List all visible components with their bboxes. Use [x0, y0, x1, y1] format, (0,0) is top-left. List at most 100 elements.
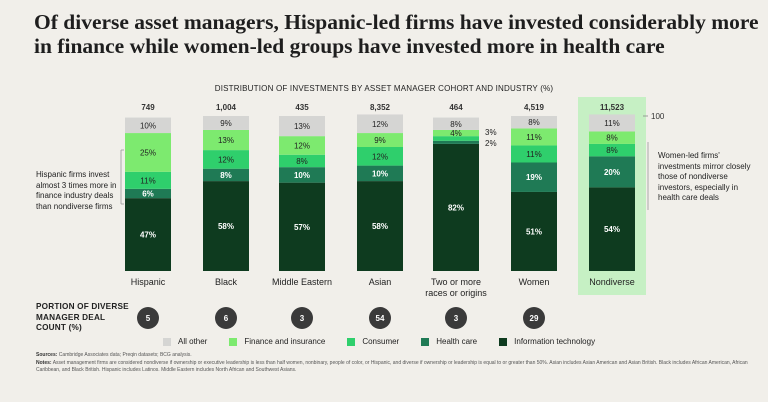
value-label: 8% — [606, 146, 618, 155]
value-label: 58% — [218, 222, 234, 231]
total-label: 1,004 — [216, 103, 237, 112]
portion-circle — [137, 307, 159, 329]
value-label: 9% — [220, 119, 232, 128]
bar-two-or-more-races-or-origins-health-care — [433, 140, 479, 144]
value-label: 11% — [604, 119, 619, 128]
value-label: 19% — [526, 173, 542, 182]
value-label: 13% — [294, 122, 310, 131]
chart-subtitle: DISTRIBUTION OF INVESTMENTS BY ASSET MAN… — [214, 84, 554, 93]
value-label: 12% — [218, 155, 234, 164]
bar-black-information-technology — [203, 181, 249, 271]
category-label: Two or more — [431, 277, 481, 287]
value-label: 8% — [528, 118, 540, 127]
bar-black-consumer — [203, 150, 249, 169]
legend-item-finance: Finance and insurance — [229, 337, 325, 346]
total-label: 8,352 — [370, 103, 391, 112]
value-label: 10% — [294, 171, 310, 180]
legend-label: Finance and insurance — [244, 337, 326, 346]
value-label: 8% — [220, 171, 232, 180]
portion-circle — [291, 307, 313, 329]
legend-label: Consumer — [362, 337, 400, 346]
bar-hispanic-information-technology — [125, 198, 171, 271]
value-label: 2% — [485, 139, 497, 148]
value-label: 8% — [296, 157, 308, 166]
category-label: Middle Eastern — [272, 277, 332, 287]
bar-middle-eastern-consumer — [279, 154, 325, 168]
portion-circle — [445, 307, 467, 329]
bar-black-all-other — [203, 116, 249, 130]
portion-label: PORTION OF DIVERSE MANAGER DEAL COUNT (%… — [36, 302, 129, 332]
value-label: 25% — [140, 148, 156, 157]
legend: All other Finance and insurance Consumer… — [163, 337, 617, 346]
portion-value: 3 — [300, 314, 305, 323]
portion-value: 3 — [454, 314, 459, 323]
legend-swatch — [499, 337, 508, 346]
legend-swatch — [229, 337, 238, 346]
sources-line: Sources: Cambridge Associates data; Preq… — [36, 352, 192, 358]
bar-two-or-more-races-or-origins-consumer — [433, 136, 479, 141]
bar-nondiverse-consumer — [589, 143, 635, 157]
bar-women-health-care — [511, 162, 557, 192]
portion-value: 29 — [530, 314, 539, 323]
bar-nondiverse-all-other — [589, 114, 635, 132]
total-label: 11,523 — [600, 103, 625, 112]
value-label: 8% — [606, 134, 618, 143]
annotation-hispanic: Hispanic firms invest almost 3 times mor… — [36, 170, 117, 211]
bar-black-health-care — [203, 168, 249, 182]
bar-hispanic-finance-and-insurance — [125, 133, 171, 172]
footnotes: Sources: Cambridge Associates data; Preq… — [36, 352, 756, 375]
value-label: 3% — [485, 128, 497, 137]
value-label: 10% — [372, 169, 388, 178]
portion-value: 54 — [376, 314, 385, 323]
category-label: Black — [215, 277, 238, 287]
legend-item-all-other: All other — [163, 337, 207, 346]
bar-hispanic-all-other — [125, 117, 171, 134]
page-title: Of diverse asset managers, Hispanic-led … — [34, 10, 759, 58]
category-label: Women — [519, 277, 550, 287]
portion-circle — [215, 307, 237, 329]
value-label: 11% — [526, 133, 541, 142]
bar-women-consumer — [511, 145, 557, 163]
legend-item-info-tech: Information technology — [499, 337, 595, 346]
legend-label: Information technology — [514, 337, 596, 346]
total-label: 435 — [295, 103, 309, 112]
value-label: 51% — [526, 227, 542, 236]
portion-value: 5 — [146, 314, 151, 323]
legend-swatch — [163, 337, 171, 346]
value-label: 82% — [448, 203, 464, 212]
total-label: 749 — [141, 103, 155, 112]
value-label: 8% — [450, 120, 462, 129]
bar-middle-eastern-health-care — [279, 167, 325, 183]
value-label: 20% — [604, 168, 620, 177]
value-label: 9% — [374, 136, 386, 145]
value-label: 6% — [142, 190, 154, 199]
bar-hispanic-consumer — [125, 171, 171, 189]
portion-circle — [523, 307, 545, 329]
scale-label: 100 — [651, 112, 665, 121]
bar-two-or-more-races-or-origins-finance-and-insurance — [433, 129, 479, 137]
value-label: 54% — [604, 225, 620, 234]
bar-two-or-more-races-or-origins-information-technology — [433, 143, 479, 271]
notes-line: Notes: Asset management firms are consid… — [36, 359, 748, 374]
bar-hispanic-health-care — [125, 188, 171, 199]
total-label: 464 — [449, 103, 463, 112]
bar-asian-health-care — [357, 165, 403, 182]
category-label: Nondiverse — [589, 277, 635, 287]
bar-two-or-more-races-or-origins-all-other — [433, 117, 479, 130]
legend-item-consumer: Consumer — [347, 337, 399, 346]
legend-swatch — [421, 337, 430, 346]
value-label: 47% — [140, 231, 156, 240]
value-label: 58% — [372, 222, 388, 231]
bar-women-information-technology — [511, 191, 557, 271]
legend-item-health-care: Health care — [421, 337, 477, 346]
legend-label: All other — [178, 337, 208, 346]
category-label: Hispanic — [131, 277, 166, 287]
value-label: 11% — [526, 150, 541, 159]
bar-middle-eastern-finance-and-insurance — [279, 136, 325, 155]
value-label: 12% — [372, 120, 388, 129]
bar-asian-finance-and-insurance — [357, 133, 403, 147]
bar-black-finance-and-insurance — [203, 129, 249, 151]
bar-nondiverse-information-technology — [589, 187, 635, 271]
bar-asian-consumer — [357, 147, 403, 166]
legend-swatch — [347, 337, 356, 346]
